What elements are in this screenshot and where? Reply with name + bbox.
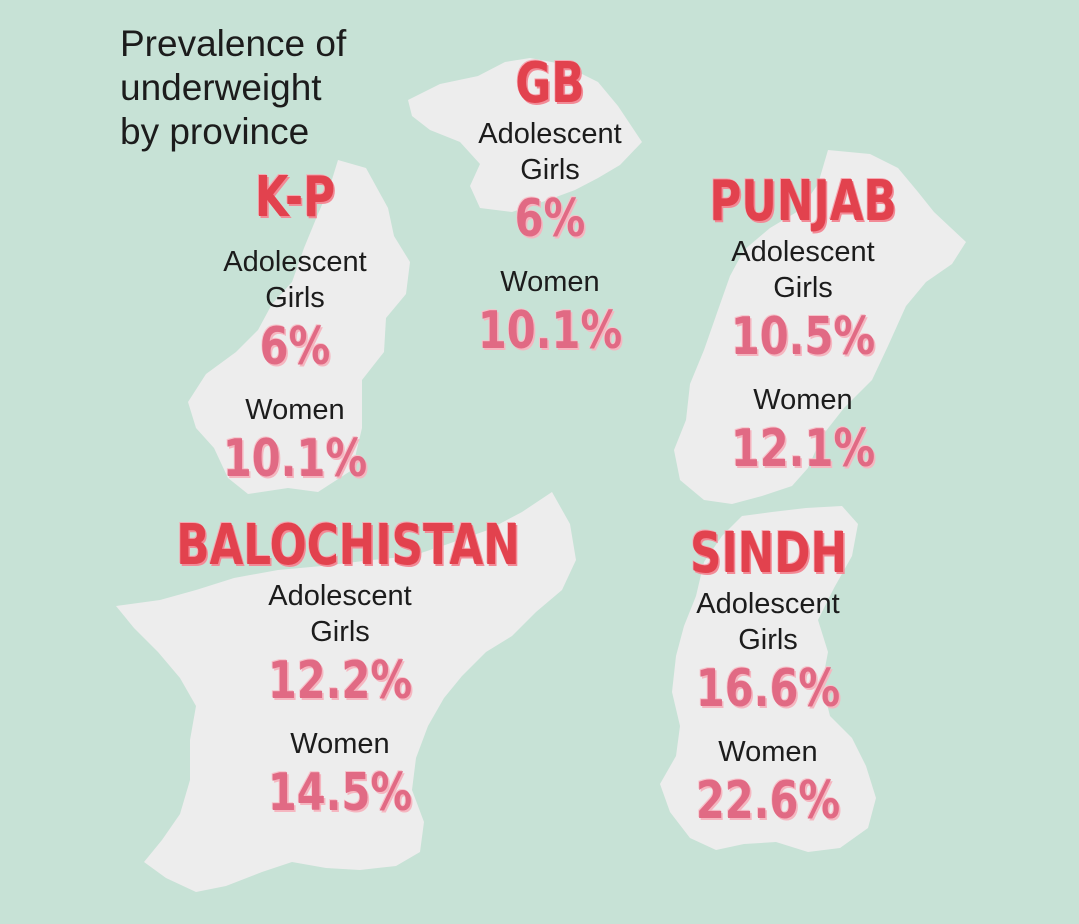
women-value-sindh: 22.6% [695, 771, 841, 831]
punjab-region [674, 150, 966, 504]
sindh-region [660, 506, 876, 852]
women-value-gb: 10.1% [477, 301, 623, 361]
girls-value-kp: 6% [259, 317, 331, 377]
kp-region [188, 160, 410, 494]
girls-label-line1: Adolescent [696, 588, 840, 620]
province-sindh: SINDH Adolescent Girls 16.6% Women 22.6% [668, 522, 868, 832]
girls-label-line1: Adolescent [478, 118, 622, 150]
province-kp: K-P Adolescent Girls 6% Women 10.1% [195, 166, 395, 490]
province-balochistan: BALOCHISTAN Adolescent Girls 12.2% Women… [130, 514, 550, 824]
women-label: Women [290, 728, 390, 760]
title-line-3: by province [120, 111, 310, 152]
province-name-balochistan: BALOCHISTAN [176, 513, 520, 578]
girls-value-sindh: 16.6% [695, 659, 841, 719]
women-label: Women [718, 736, 818, 768]
balochistan-region [116, 492, 576, 892]
women-value-balochistan: 14.5% [267, 763, 413, 823]
province-gb: GB Adolescent Girls 6% Women 10.1% [450, 52, 650, 362]
title-line-1: Prevalence of [120, 23, 347, 64]
women-label: Women [500, 266, 600, 298]
girls-label-line2: Girls [738, 624, 798, 656]
girls-label-line1: Adolescent [268, 580, 412, 612]
girls-value-punjab: 10.5% [730, 307, 876, 367]
chart-title: Prevalence of underweight by province [120, 22, 440, 154]
gb-region [408, 58, 642, 212]
girls-label-line1: Adolescent [731, 236, 875, 268]
girls-label-line2: Girls [310, 616, 370, 648]
girls-label-line2: Girls [265, 282, 325, 314]
women-value-punjab: 12.1% [730, 419, 876, 479]
women-label: Women [245, 394, 345, 426]
girls-label-line2: Girls [520, 154, 580, 186]
girls-value-balochistan: 12.2% [267, 651, 413, 711]
girls-label-line2: Girls [773, 272, 833, 304]
title-line-2: underweight [120, 67, 322, 108]
province-name-gb: GB [515, 51, 585, 116]
province-punjab: PUNJAB Adolescent Girls 10.5% Women 12.1… [683, 170, 923, 480]
girls-label-line1: Adolescent [223, 246, 367, 278]
women-label: Women [753, 384, 853, 416]
province-name-kp: K-P [254, 165, 336, 230]
girls-value-gb: 6% [514, 189, 586, 249]
women-value-kp: 10.1% [222, 429, 368, 489]
province-name-punjab: PUNJAB [709, 169, 897, 234]
province-name-sindh: SINDH [690, 521, 848, 586]
